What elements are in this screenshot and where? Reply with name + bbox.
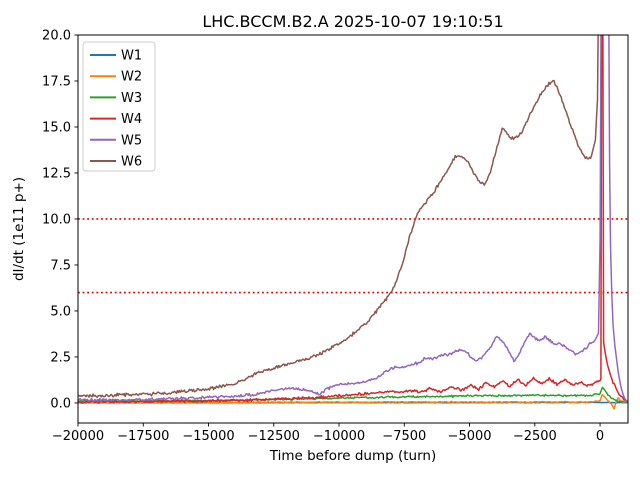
chart-title: LHC.BCCM.B2.A 2025-10-07 19:10:51	[202, 12, 503, 31]
series-line-W4	[78, 35, 628, 404]
y-tick-label: 5.0	[50, 304, 71, 319]
series-line-W2	[78, 393, 628, 410]
axes-frame	[77, 34, 629, 424]
y-tick-label: 10.0	[42, 212, 71, 227]
x-tick-label: −20000	[52, 429, 104, 444]
x-axis-label: Time before dump (turn)	[269, 448, 436, 464]
legend-box	[82, 41, 156, 172]
y-tick-label: 2.5	[50, 350, 71, 365]
y-tick-label: 20.0	[42, 29, 71, 44]
x-axis-ticks: −20000 −17500 −15000 −12500 −10000 −7500 −5000…	[52, 423, 604, 444]
y-axis-label: dI/dt (1e11 p+)	[11, 177, 27, 281]
y-tick-label: 7.5	[50, 258, 71, 273]
x-tick-label: −7500	[382, 429, 426, 444]
threshold-lines	[78, 218, 628, 294]
legend-label-W2: W2	[121, 70, 142, 85]
series-line-W6	[78, 35, 599, 399]
series-line-W5	[78, 35, 628, 403]
x-tick-label: −17500	[117, 429, 169, 444]
legend-label-W1: W1	[121, 49, 142, 64]
x-tick-label: −12500	[248, 429, 300, 444]
legend-label-W5: W5	[121, 133, 142, 148]
y-axis-ticks: 0.0 2.5 5.0 7.5 10.0 12.5 15.0 17.5 20.0	[42, 29, 78, 411]
y-tick-label: 15.0	[42, 120, 71, 135]
x-tick-label: −2500	[513, 429, 557, 444]
y-tick-label: 0.0	[50, 396, 71, 411]
y-tick-label: 12.5	[42, 166, 71, 181]
legend-label-W3: W3	[121, 91, 142, 106]
y-tick-label: 17.5	[42, 74, 71, 89]
x-tick-label: −10000	[313, 429, 365, 444]
x-tick-label: −15000	[182, 429, 234, 444]
data-series	[78, 35, 628, 410]
legend-label-W4: W4	[121, 112, 142, 127]
x-tick-label: 0	[596, 429, 604, 444]
legend-label-W6: W6	[121, 155, 142, 170]
legend: W1 W2 W3 W4 W5 W6	[82, 41, 156, 172]
x-tick-label: −5000	[448, 429, 492, 444]
